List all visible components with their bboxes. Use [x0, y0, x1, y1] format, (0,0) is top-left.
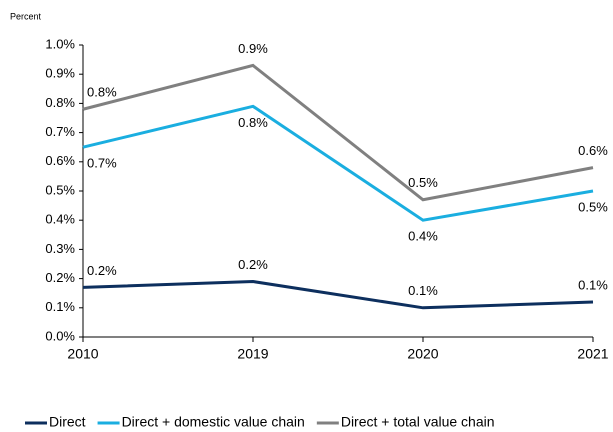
data-label: 0.6% — [578, 143, 608, 158]
data-label: 0.7% — [87, 156, 117, 171]
data-label: 0.1% — [578, 277, 608, 292]
series-line — [82, 63, 594, 202]
legend-label: Direct — [49, 414, 86, 430]
data-label: 0.9% — [238, 41, 268, 56]
data-label: 0.2% — [238, 257, 268, 272]
data-label: 0.2% — [87, 263, 117, 278]
y-tick-label: 0.2% — [45, 270, 75, 285]
series-line — [82, 280, 594, 310]
x-tick-label: 2021 — [577, 346, 608, 362]
y-tick-label: 0.9% — [45, 66, 75, 81]
data-label: 0.1% — [408, 283, 438, 298]
data-label: 0.5% — [578, 199, 608, 214]
series-line — [82, 104, 594, 222]
y-tick-label: 0.6% — [45, 153, 75, 168]
data-label: 0.4% — [408, 229, 438, 244]
y-tick-label: 0.1% — [45, 299, 75, 314]
x-tick-label: 2020 — [407, 346, 438, 362]
y-tick-label: 1.0% — [45, 36, 75, 51]
y-tick-label: 0.4% — [45, 212, 75, 227]
y-tick-label: 0.0% — [45, 328, 75, 343]
data-label: 0.8% — [87, 85, 117, 100]
y-tick-label: 0.5% — [45, 182, 75, 197]
data-label: 0.8% — [238, 115, 268, 130]
data-label: 0.5% — [408, 175, 438, 190]
x-tick-label: 2010 — [67, 346, 98, 362]
x-tick-label: 2019 — [237, 346, 268, 362]
y-tick-label: 0.8% — [45, 95, 75, 110]
legend-label: Direct + domestic value chain — [122, 414, 305, 430]
y-tick-label: 0.3% — [45, 241, 75, 256]
y-tick-label: 0.7% — [45, 124, 75, 139]
legend-label: Direct + total value chain — [341, 414, 495, 430]
y-axis-label: Percent — [10, 11, 42, 21]
